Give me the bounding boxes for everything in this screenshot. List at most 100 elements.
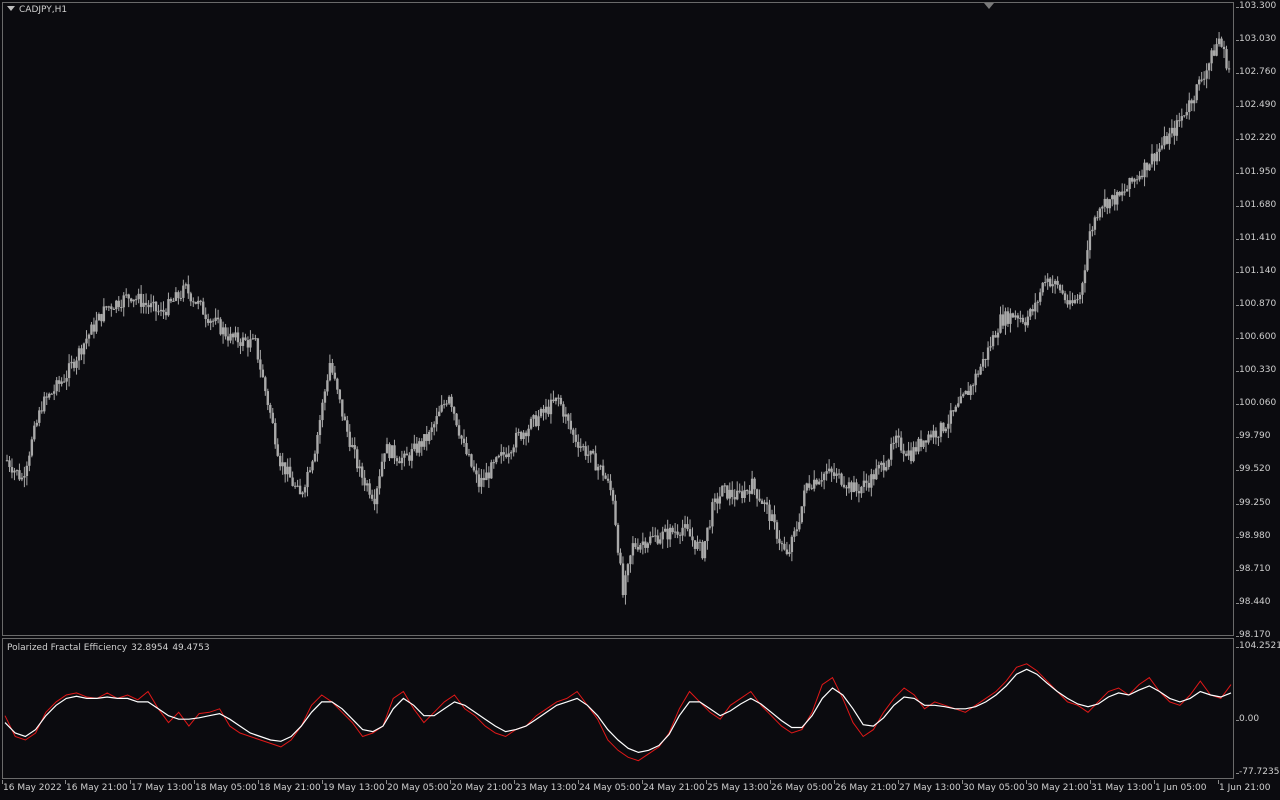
candle-body [234,332,237,338]
candle-body [30,439,34,456]
candle-body [229,333,232,341]
time-axis-tick [706,780,707,784]
candle-body [529,418,533,429]
candle-body [1046,278,1049,282]
candle-body [236,332,240,343]
price-axis-tick [1236,635,1239,637]
candle-body [646,543,650,548]
candle-body [264,377,267,392]
candle-body [731,489,734,498]
candle-body [763,502,766,504]
time-axis-tick [1090,780,1091,784]
time-axis-tick [1026,780,1027,784]
candle-body [318,420,322,436]
candle-body [442,404,446,406]
candle-body [564,414,568,417]
candle-body [1220,38,1223,47]
time-axis[interactable]: 16 May 2022 16 May 21:00 17 May 13:00 18 Ma… [0,780,1270,800]
time-axis-label: 30 May 05:00 [963,783,1025,793]
candle-body [80,348,83,355]
candle-body [832,472,836,476]
candle-body [455,413,458,426]
candle-body [584,446,587,456]
candle-body [932,430,935,438]
candle-body [1227,68,1231,70]
candle-body [1031,309,1034,312]
candle-body [666,528,669,540]
candle-body [822,473,826,481]
candle-body [435,416,438,425]
candle-body [40,410,43,412]
candle-body [957,403,960,407]
candle-body [1009,313,1012,324]
candle-body [800,506,803,523]
symbol-label[interactable]: CADJPY,H1 [7,5,67,15]
candle-body [1188,100,1191,113]
candle-body [65,378,68,382]
price-axis[interactable]: 103.300 103.030 102.760 102.490 102.220 101.9… [1236,0,1280,800]
candle-body [423,434,426,447]
candle-body [57,380,61,384]
candle-body [1195,84,1198,101]
candle-body [847,482,851,489]
candle-body [1185,112,1188,116]
candle-body [830,468,833,473]
candle-body [480,477,483,487]
candle-body [554,397,558,402]
candle-body [447,396,451,404]
candle-body [370,494,374,499]
candle-body [477,474,481,487]
candle-body [105,306,108,308]
time-axis-tick [258,780,259,784]
candle-body [1103,198,1107,207]
candle-body [45,396,48,398]
candle-body [1138,175,1141,180]
candle-body [1190,100,1193,104]
candle-body [1165,136,1169,144]
candle-body [174,292,178,301]
indicator-axis-label: 0.00 [1239,714,1260,724]
candle-body [311,461,314,471]
candle-body [67,363,71,379]
candle-body [149,303,153,308]
candle-body [398,461,401,464]
price-axis-label: 101.410 [1239,232,1277,243]
indicator-pane[interactable]: Polarized Fractal Efficiency 32.8954 49.47… [2,638,1234,779]
candle-body [500,452,503,456]
indicator-axis-tick [1236,773,1239,774]
price-chart-pane[interactable]: CADJPY,H1 [2,2,1234,636]
candle-body [1222,46,1226,50]
candle-body [293,485,297,487]
time-axis-label: 30 May 21:00 [1027,783,1089,793]
candle-body [825,471,828,474]
candle-body [743,490,746,498]
candle-body [33,425,36,440]
candle-body [209,320,212,323]
candle-body [718,496,722,504]
indicator-axis-tick [1236,720,1239,721]
candle-body [753,478,756,490]
candle-body [5,460,9,462]
candle-body [428,431,431,441]
candle-body [512,447,515,453]
candle-body [1004,311,1007,326]
dropdown-triangle-icon[interactable] [7,6,15,11]
candle-body [693,540,697,549]
candle-body [13,470,16,473]
chart-shift-marker-icon[interactable] [984,3,994,9]
candle-body [996,332,1000,338]
candle-body [1197,79,1201,85]
candle-body [390,445,394,459]
candle-body [1180,116,1184,121]
candle-body [137,293,140,300]
candle-body [1148,164,1151,171]
time-axis-label: 24 May 21:00 [643,783,705,793]
candle-body [845,487,848,489]
candle-body [683,524,687,528]
candle-body [574,434,577,442]
candle-body [179,297,183,299]
candle-body [579,446,582,448]
candle-body [852,482,856,493]
candle-body [557,397,560,399]
candle-body [82,343,86,355]
